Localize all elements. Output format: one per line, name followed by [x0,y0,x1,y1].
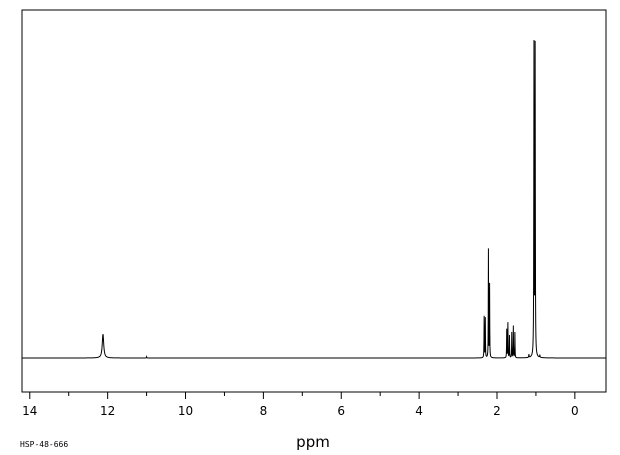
x-tick-label: 6 [337,404,345,418]
x-tick-label: 4 [415,404,423,418]
sample-id-label: HSP-48-666 [20,440,68,449]
x-axis-tick-labels: 14 12 10 8 6 4 2 0 [22,404,579,418]
x-axis-ticks [29,392,576,399]
x-tick-label: 0 [571,404,579,418]
x-tick-label: 14 [22,404,37,418]
x-tick-label: 10 [178,404,193,418]
x-tick-label: 12 [100,404,115,418]
plot-frame [21,9,607,393]
x-tick-label: 8 [260,404,268,418]
x-axis-title: ppm [296,433,330,451]
x-tick-label: 2 [493,404,501,418]
spectrum-line [22,39,606,359]
